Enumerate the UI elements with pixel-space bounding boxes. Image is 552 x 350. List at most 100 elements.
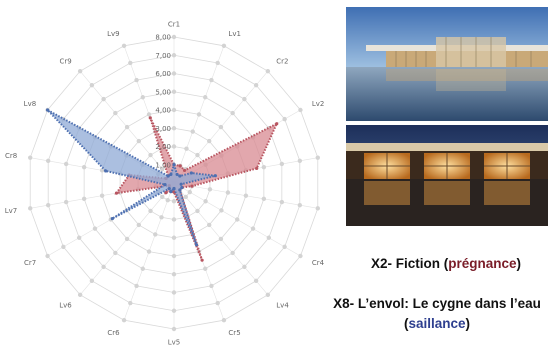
grid-marker xyxy=(315,206,320,211)
series-point-x8 xyxy=(166,174,170,178)
axis-label-cr8: Cr8 xyxy=(5,152,17,160)
series-point-x8 xyxy=(175,172,179,177)
axis-label-cr4: Cr4 xyxy=(312,259,325,267)
grid-marker xyxy=(221,43,227,49)
axis-label-lv5: Lv5 xyxy=(168,339,181,347)
axis-label-lv1: Lv1 xyxy=(228,30,241,38)
axis-label-lv7: Lv7 xyxy=(5,207,18,215)
grid-marker xyxy=(113,110,118,116)
caption-x2-prefix: X2- Fiction ( xyxy=(370,256,449,271)
grid-marker xyxy=(215,300,220,306)
grid-marker xyxy=(187,189,193,195)
grid-marker xyxy=(298,107,303,113)
radial-tick-label: 3,00 xyxy=(155,125,171,133)
grid-marker xyxy=(230,250,235,256)
radial-tick-label: 8,00 xyxy=(155,34,171,42)
grid-marker xyxy=(45,253,50,259)
series-point-x2 xyxy=(200,258,204,262)
grid-marker xyxy=(121,317,127,323)
grid-marker xyxy=(225,190,231,195)
grid-marker xyxy=(171,217,177,222)
series-point-x8 xyxy=(163,182,167,187)
grid-marker xyxy=(171,199,177,204)
grid-marker xyxy=(81,164,87,170)
grid-marker xyxy=(28,206,33,211)
grid-marker xyxy=(171,107,177,113)
series-point-x8 xyxy=(172,186,176,191)
grid-marker xyxy=(315,155,320,160)
grid-marker xyxy=(297,202,303,208)
caption-x2: X2- Fiction (prégnance) xyxy=(340,256,552,271)
grid-marker xyxy=(196,112,202,117)
grid-marker xyxy=(282,244,287,250)
series-point-x2 xyxy=(255,166,259,171)
grid-marker xyxy=(28,155,33,160)
grid-marker xyxy=(101,264,106,270)
grid-marker xyxy=(253,278,259,284)
grid-marker xyxy=(124,236,130,242)
grid-marker xyxy=(124,124,130,130)
grid-marker xyxy=(195,152,200,158)
grid-marker xyxy=(221,317,227,323)
grid-marker xyxy=(113,250,118,256)
grid-marker xyxy=(243,193,249,198)
grid-marker xyxy=(146,249,152,254)
grid-marker xyxy=(242,264,247,270)
axis-label-cr9: Cr9 xyxy=(59,58,71,66)
series-point-x2 xyxy=(178,164,182,168)
series-point-x8 xyxy=(167,186,171,191)
series-point-x8 xyxy=(110,216,114,221)
building-photo-night xyxy=(346,125,548,226)
series-point-x8 xyxy=(213,174,217,178)
grid-marker xyxy=(203,95,208,100)
series-point-x8 xyxy=(189,171,193,175)
radial-tick-label: 5,00 xyxy=(155,88,171,96)
grid-marker xyxy=(45,202,51,208)
grid-marker xyxy=(159,215,164,220)
grid-marker xyxy=(206,222,212,228)
caption-x2-keyword: prégnance xyxy=(448,256,517,271)
grid-marker xyxy=(171,126,177,131)
grid-marker xyxy=(76,235,82,240)
grid-marker xyxy=(265,292,271,298)
grid-marker xyxy=(235,217,240,222)
grid-marker xyxy=(230,110,235,116)
grid-marker xyxy=(209,283,214,289)
caption-x2-suffix: ) xyxy=(516,256,522,271)
grid-marker xyxy=(89,278,95,284)
radar-labels: 1,00 2,00 3,00 4,00 5,00 6,00 7,00 8,00 Cr1 Lv1 Cr… xyxy=(5,20,325,347)
grid-marker xyxy=(92,226,98,231)
radial-tick-label: 7,00 xyxy=(155,52,171,60)
series-point-x2 xyxy=(275,122,279,126)
radar-chart: 1,00 2,00 3,00 4,00 5,00 6,00 7,00 8,00 Cr1 Lv1 Cr… xyxy=(5,20,325,347)
grid-marker xyxy=(140,95,145,100)
grid-marker xyxy=(171,253,177,259)
grid-marker xyxy=(63,199,69,205)
grid-marker xyxy=(171,144,177,149)
grid-marker xyxy=(136,138,142,144)
grid-marker xyxy=(77,292,83,298)
grid-marker xyxy=(134,77,139,83)
grid-marker xyxy=(261,164,267,170)
grid-marker xyxy=(89,82,95,88)
grid-marker xyxy=(215,60,220,66)
axis-label-lv8: Lv8 xyxy=(24,100,37,108)
grid-marker xyxy=(206,138,212,144)
axis-label-cr2: Cr2 xyxy=(276,58,288,66)
grid-marker xyxy=(153,232,158,237)
grid-marker xyxy=(148,152,153,158)
series-point-x8 xyxy=(194,243,199,247)
grid-marker xyxy=(61,244,66,250)
series-point-x8 xyxy=(178,174,182,178)
series-point-x8 xyxy=(178,188,182,192)
grid-marker xyxy=(171,235,177,240)
grid-marker xyxy=(171,326,177,332)
grid-marker xyxy=(128,300,133,306)
grid-marker xyxy=(121,43,127,49)
grid-marker xyxy=(279,161,285,167)
grid-marker xyxy=(282,116,287,122)
caption-x8: X8- L’envol: Le cygne dans l’eau (sailla… xyxy=(322,294,552,334)
axis-label-lv9: Lv9 xyxy=(107,30,120,38)
series-point-x8 xyxy=(104,169,108,173)
grid-marker xyxy=(45,158,51,164)
